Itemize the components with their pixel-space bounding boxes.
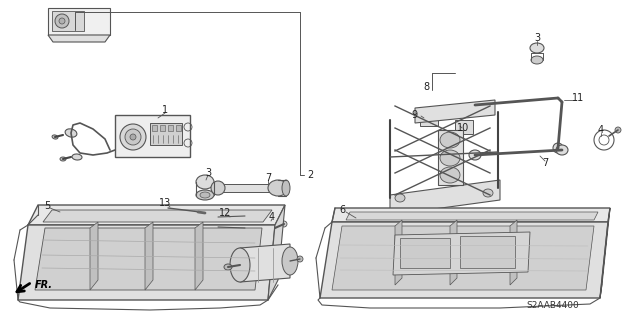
Ellipse shape (440, 134, 450, 142)
Polygon shape (28, 205, 285, 225)
Polygon shape (43, 210, 272, 222)
Text: 6: 6 (339, 205, 345, 215)
Ellipse shape (130, 134, 136, 140)
Ellipse shape (530, 43, 544, 53)
Text: 2: 2 (307, 170, 313, 180)
Text: 4: 4 (269, 212, 275, 222)
Bar (455, 120, 473, 134)
Polygon shape (320, 222, 608, 298)
Ellipse shape (297, 256, 303, 262)
Ellipse shape (469, 150, 481, 160)
Text: 7: 7 (265, 173, 271, 183)
Ellipse shape (120, 124, 146, 150)
Text: 10: 10 (457, 123, 469, 133)
Polygon shape (18, 225, 275, 300)
Ellipse shape (268, 180, 288, 196)
Ellipse shape (230, 248, 250, 282)
Polygon shape (346, 212, 598, 220)
Polygon shape (48, 8, 110, 35)
Ellipse shape (281, 221, 287, 227)
Polygon shape (268, 205, 285, 300)
Text: 9: 9 (412, 110, 418, 120)
Polygon shape (240, 244, 290, 282)
Bar (176, 125, 181, 131)
Text: 13: 13 (159, 198, 171, 208)
Text: FR.: FR. (35, 280, 53, 290)
Polygon shape (450, 220, 457, 285)
Bar (160, 125, 165, 131)
Ellipse shape (200, 192, 210, 198)
Text: S2AAB4400: S2AAB4400 (527, 300, 579, 309)
Ellipse shape (164, 205, 172, 211)
Polygon shape (35, 228, 262, 290)
Ellipse shape (531, 56, 543, 64)
Ellipse shape (615, 127, 621, 133)
Polygon shape (393, 232, 530, 275)
Ellipse shape (440, 132, 460, 148)
Ellipse shape (224, 264, 232, 270)
Ellipse shape (211, 181, 225, 195)
Bar (150, 123, 182, 145)
Polygon shape (600, 208, 610, 298)
Text: 1: 1 (162, 105, 168, 115)
Ellipse shape (553, 143, 563, 153)
Ellipse shape (125, 129, 141, 145)
Bar (152, 125, 157, 131)
Polygon shape (390, 180, 500, 215)
Ellipse shape (60, 157, 66, 161)
Ellipse shape (196, 175, 214, 189)
Ellipse shape (282, 247, 298, 275)
Polygon shape (115, 115, 190, 157)
Bar (218, 184, 278, 192)
Ellipse shape (196, 190, 214, 200)
Ellipse shape (213, 217, 223, 227)
Bar (168, 125, 173, 131)
Ellipse shape (483, 189, 493, 197)
Ellipse shape (55, 14, 69, 28)
Ellipse shape (440, 156, 450, 164)
Ellipse shape (235, 215, 255, 229)
Ellipse shape (395, 194, 405, 202)
Bar (460, 236, 515, 268)
Ellipse shape (556, 145, 568, 155)
Bar (438, 130, 463, 185)
Text: 7: 7 (542, 158, 548, 168)
Ellipse shape (72, 154, 82, 160)
Polygon shape (420, 118, 438, 126)
Text: 3: 3 (534, 33, 540, 43)
Polygon shape (145, 222, 153, 290)
Ellipse shape (65, 129, 77, 137)
Bar (400, 238, 450, 268)
Text: 4: 4 (598, 125, 604, 135)
Polygon shape (332, 226, 594, 290)
Ellipse shape (59, 18, 65, 24)
Polygon shape (48, 35, 110, 42)
Text: 11: 11 (572, 93, 584, 103)
Polygon shape (415, 100, 495, 123)
Ellipse shape (52, 135, 58, 139)
Ellipse shape (440, 167, 460, 183)
Ellipse shape (282, 180, 290, 196)
Polygon shape (395, 220, 402, 285)
Polygon shape (195, 222, 203, 290)
Text: 8: 8 (424, 82, 430, 92)
Ellipse shape (440, 150, 460, 166)
Bar (52, 11, 84, 31)
Text: 3: 3 (205, 168, 211, 178)
Polygon shape (510, 220, 517, 285)
Polygon shape (90, 222, 98, 290)
Text: 5: 5 (44, 201, 50, 211)
Polygon shape (332, 208, 610, 222)
Text: 12: 12 (219, 208, 231, 218)
